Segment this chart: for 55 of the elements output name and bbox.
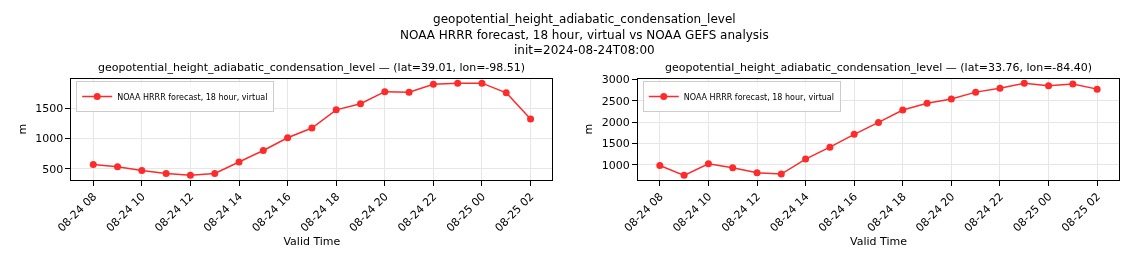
- point: [1093, 85, 1101, 93]
- point: [1020, 79, 1028, 87]
- point: [753, 169, 761, 177]
- y-tick-label: 1500: [35, 101, 64, 115]
- x-axis-title: Valid Time: [850, 235, 908, 249]
- y-tick-label: 3000: [601, 73, 630, 87]
- y-axis-title: m: [582, 123, 596, 135]
- y-tick-label: 2000: [601, 115, 630, 129]
- point: [259, 146, 267, 154]
- point: [429, 80, 437, 88]
- point: [899, 106, 907, 114]
- point: [527, 115, 535, 123]
- point: [1045, 82, 1053, 90]
- point: [704, 160, 712, 168]
- y-tick-label: 1500: [601, 137, 630, 151]
- y-axis-title: m: [15, 123, 29, 135]
- point: [923, 99, 931, 107]
- x-axis-title: Valid Time: [283, 235, 341, 249]
- point: [454, 79, 462, 87]
- point: [826, 143, 834, 151]
- point: [802, 155, 810, 163]
- point: [972, 88, 980, 96]
- y-tick-label: 2500: [601, 94, 630, 108]
- legend-label: NOAA HRRR forecast, 18 hour, virtual: [117, 92, 268, 102]
- text: geopotential_height_adiabatic_condensation_level NOAA HRRR forecast, 18 hour, virtual vs NOAA GEFS analysis init=2024-08-24T08:00: [400, 12, 769, 58]
- point: [850, 130, 858, 138]
- point: [1069, 80, 1077, 88]
- point: [308, 124, 316, 132]
- point: [332, 106, 340, 114]
- point: [138, 167, 146, 174]
- point: [656, 162, 664, 170]
- chart-title: geopotential_height_adiabatic_condensation_level — (lat=39.01, lon=-98.51): [98, 61, 526, 74]
- point: [357, 100, 364, 108]
- y-tick-label: 500: [42, 162, 64, 176]
- point: [162, 170, 170, 178]
- point: [405, 88, 413, 96]
- point: [114, 163, 122, 171]
- point: [186, 171, 194, 179]
- point: [381, 88, 389, 96]
- legend-label: NOAA HRRR forecast, 18 hour, virtual: [683, 92, 834, 102]
- point: [680, 171, 688, 179]
- point: [777, 170, 785, 178]
- point: [502, 89, 510, 97]
- point: [478, 79, 486, 87]
- point: [211, 170, 219, 178]
- y-tick-label: 1000: [601, 158, 630, 172]
- point: [996, 84, 1004, 92]
- y-tick-label: 1000: [35, 132, 64, 146]
- point: [235, 158, 243, 166]
- chart-title: geopotential_height_adiabatic_condensation_level — (lat=33.76, lon=-84.40): [665, 61, 1093, 74]
- point: [947, 95, 955, 103]
- point: [284, 134, 292, 142]
- point: [729, 164, 737, 172]
- point: [874, 118, 882, 126]
- point: [89, 160, 97, 168]
